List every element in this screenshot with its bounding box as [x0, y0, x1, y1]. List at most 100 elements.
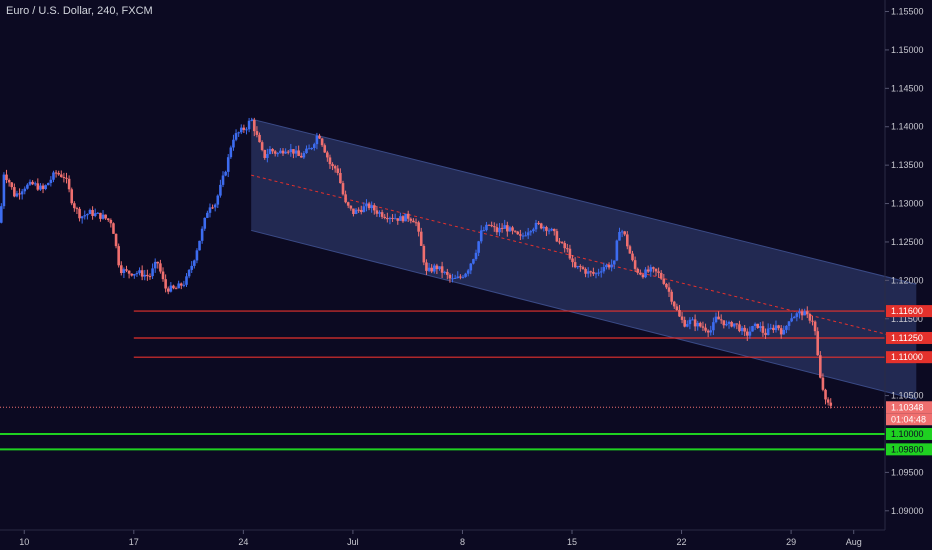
- candle-body: [579, 266, 582, 268]
- candle-body: [226, 157, 230, 172]
- y-tick-label: 1.13500: [891, 160, 924, 170]
- candle-body: [485, 224, 488, 231]
- y-tick-label: 1.15500: [891, 7, 924, 17]
- candle-body: [459, 276, 462, 278]
- candle-body: [790, 318, 793, 322]
- price-axis[interactable]: 1.15500 1.15000 1.14500 1.14000 1.13500 1.130…: [884, 0, 924, 530]
- candle-body: [495, 227, 499, 233]
- candle-body: [516, 231, 520, 235]
- candle-body: [508, 227, 512, 232]
- candle-body: [581, 267, 585, 269]
- channel-lower-line[interactable]: [251, 229, 917, 400]
- candle-body: [691, 319, 694, 321]
- candle-body: [354, 209, 358, 215]
- bar-countdown-label-bg: [886, 413, 932, 426]
- candle-body: [539, 223, 543, 229]
- candle-body: [104, 214, 107, 219]
- candle-body: [513, 230, 517, 232]
- horizontal-levels[interactable]: [0, 310, 885, 451]
- candle-body: [602, 267, 606, 272]
- candle-body: [378, 212, 381, 214]
- candle-body: [127, 270, 131, 274]
- candle-body: [654, 268, 658, 272]
- candle-body: [623, 231, 626, 235]
- candle-body: [367, 203, 371, 209]
- candle-body: [323, 145, 327, 153]
- candle-body: [372, 205, 376, 211]
- candlestick-series: [0, 117, 833, 409]
- candle-body: [208, 207, 212, 213]
- candle-body: [521, 235, 525, 237]
- candle-body: [166, 288, 170, 292]
- candle-body: [657, 271, 660, 273]
- candle-body: [156, 261, 160, 264]
- candle-body: [440, 266, 444, 273]
- candle-body: [357, 209, 360, 211]
- candle-body: [469, 263, 473, 271]
- candle-body: [594, 273, 598, 275]
- candle-body: [456, 276, 460, 278]
- candle-body: [179, 283, 183, 286]
- candle-body: [391, 217, 394, 219]
- candle-body: [748, 331, 752, 336]
- candle-body: [482, 230, 486, 232]
- x-tick-label: 24: [238, 537, 248, 547]
- candle-body: [662, 278, 666, 284]
- candle-body: [811, 320, 814, 322]
- candle-body: [224, 171, 227, 176]
- time-axis[interactable]: 10 17 24 Jul 8 15 22 29 Aug: [0, 529, 885, 547]
- candle-body: [743, 327, 746, 332]
- candle-body: [425, 262, 428, 271]
- candle-body: [292, 149, 295, 154]
- candle-body: [359, 209, 363, 213]
- candle-body: [122, 269, 126, 274]
- candle-body: [260, 142, 264, 150]
- level-label: 1.10000: [891, 429, 924, 439]
- candle-body: [305, 148, 308, 154]
- candle-body: [67, 178, 71, 190]
- candle-body: [644, 269, 647, 278]
- candle-body: [250, 119, 254, 121]
- candle-body: [432, 265, 436, 272]
- candle-body: [18, 193, 21, 195]
- candle-body: [388, 217, 392, 220]
- level-label: 1.11600: [891, 306, 923, 316]
- channel-upper-line[interactable]: [251, 118, 917, 285]
- candle-body: [819, 355, 822, 378]
- candle-body: [712, 322, 715, 331]
- candle-body: [779, 328, 783, 335]
- candle-body: [234, 133, 238, 140]
- candle-body: [659, 272, 663, 279]
- y-tick-label: 1.15000: [891, 45, 924, 55]
- y-tick-label: 1.14500: [891, 83, 924, 93]
- candle-body: [652, 267, 655, 269]
- candle-body: [255, 131, 259, 135]
- candle-body: [727, 321, 731, 324]
- x-tick-label: 10: [19, 537, 29, 547]
- level-label-bg: [886, 305, 932, 318]
- candle-body: [704, 327, 707, 331]
- candle-body: [422, 245, 426, 263]
- candle-body: [33, 183, 37, 185]
- candle-body: [625, 234, 629, 247]
- candle-body: [331, 164, 334, 167]
- x-tick-label: Aug: [846, 537, 862, 547]
- candle-body: [610, 264, 613, 268]
- candle-body: [333, 166, 337, 169]
- candle-body: [417, 222, 420, 232]
- candle-body: [10, 182, 14, 188]
- candle-body: [326, 152, 329, 158]
- candle-body: [412, 220, 415, 223]
- candle-body: [477, 241, 480, 253]
- candle-body: [693, 319, 697, 327]
- candle-body: [706, 330, 710, 333]
- candle-body: [461, 276, 465, 278]
- candle-body: [772, 327, 775, 331]
- candle-body: [399, 216, 402, 221]
- candle-body: [787, 321, 791, 326]
- candle-body: [769, 327, 773, 329]
- candle-body: [80, 216, 84, 219]
- candle-body: [380, 212, 384, 217]
- y-tick-label: 1.11500: [891, 314, 923, 324]
